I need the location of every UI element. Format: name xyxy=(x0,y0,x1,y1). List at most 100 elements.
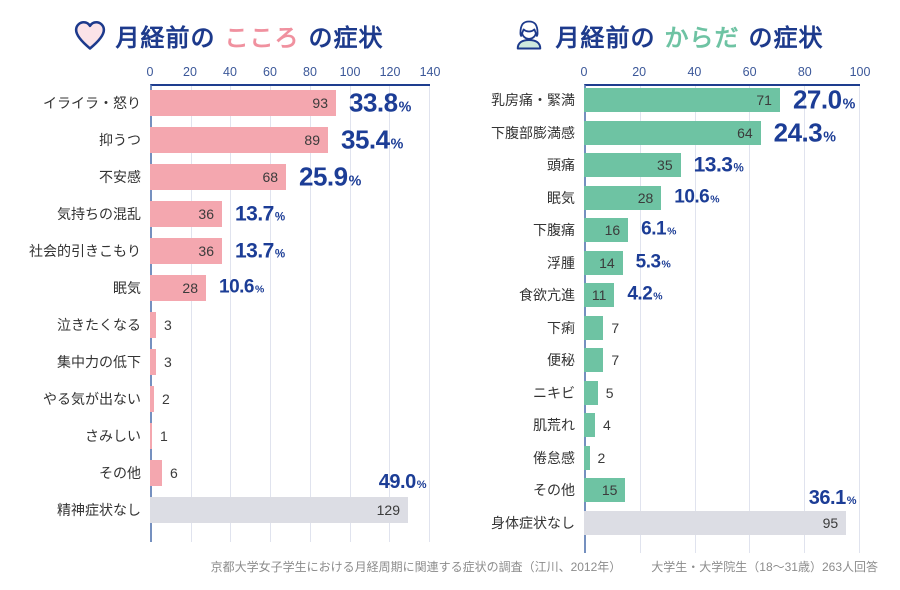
symptom-bar xyxy=(150,237,222,264)
chart-kokoro: 月経前の こころ の症状 0 20 40 60 80 100 120 140 イライラ・怒り 93 3… xyxy=(26,12,441,542)
symptom-bar xyxy=(150,311,156,338)
rows: 乳房痛・緊満 71 27.0% 下腹部膨満感 64 24.3% 頭痛 35 13.3% 眠気 28 1… xyxy=(474,84,860,539)
gridline xyxy=(859,86,860,553)
percent-label: 10.6% xyxy=(674,186,720,208)
bar-track: 36 13.7% xyxy=(150,232,430,269)
source-study: 京都大学女子学生における月経周期に関連する症状の調査（江川、2012年） xyxy=(210,560,622,574)
x-axis: 0 20 40 60 80 100 xyxy=(581,58,871,84)
symptom-bar xyxy=(584,283,615,308)
bar-track: 129 49.0% xyxy=(150,471,430,528)
percent-label: 36.1% xyxy=(808,486,857,509)
category-label: 肌荒れ xyxy=(533,417,575,434)
symptom-bar xyxy=(584,315,604,340)
rows: イライラ・怒り 93 33.8% 抑うつ 89 35.4% 不安感 68 25.9% 気持ちの混乱… xyxy=(26,84,430,528)
axis-tick-label: 20 xyxy=(183,65,197,79)
symptom-bar xyxy=(150,422,152,449)
bar-row: さみしい 1 xyxy=(26,417,430,454)
value-label: 35 xyxy=(657,157,673,174)
bar-row: やる気が出ない 2 xyxy=(26,380,430,417)
symptom-bar xyxy=(150,89,336,116)
plot-area: 乳房痛・緊満 71 27.0% 下腹部膨満感 64 24.3% 頭痛 35 13.3% 眠気 28 1… xyxy=(474,84,860,553)
category-label: 食欲亢進 xyxy=(519,287,575,304)
symptom-bar xyxy=(150,126,328,153)
chart-title-prefix: 月経前の xyxy=(115,24,216,52)
symptom-bar xyxy=(584,88,780,113)
bar-row: 肌荒れ 4 xyxy=(474,409,860,442)
symptom-bar xyxy=(584,153,681,178)
symptom-bar xyxy=(584,218,629,243)
category-label: 倦怠感 xyxy=(533,449,575,466)
bar-row: 眠気 28 10.6% xyxy=(26,269,430,306)
bar-row: 身体症状なし 95 36.1% xyxy=(474,487,860,540)
bar-track: 1 xyxy=(150,417,430,454)
gridline xyxy=(349,86,351,542)
percent-label: 4.2% xyxy=(627,283,663,305)
bar-row: 浮腫 14 5.3% xyxy=(474,247,860,280)
x-axis: 0 20 40 60 80 100 120 140 xyxy=(147,58,441,84)
bar-track: 3 xyxy=(150,343,430,380)
symptom-bar xyxy=(584,413,596,438)
category-label: その他 xyxy=(533,482,575,499)
bar-track: 36 13.7% xyxy=(150,195,430,232)
category-label: 便秘 xyxy=(547,352,575,369)
bar-row: 頭痛 35 13.3% xyxy=(474,149,860,182)
bar-row: 下痢 7 xyxy=(474,312,860,345)
bar-track: 35 13.3% xyxy=(584,149,860,182)
bar-track: 6 xyxy=(150,454,430,491)
value-label: 1 xyxy=(160,427,168,444)
percent-label: 35.4% xyxy=(341,124,403,155)
bar-row: 乳房痛・緊満 71 27.0% xyxy=(474,84,860,117)
axis-tick-label: 100 xyxy=(339,65,361,79)
bar-track: 95 36.1% xyxy=(584,487,860,540)
category-label: 乳房痛・緊満 xyxy=(491,92,575,109)
axis-tick-label: 60 xyxy=(742,65,757,79)
category-label: 気持ちの混乱 xyxy=(57,205,141,222)
category-label: さみしい xyxy=(85,427,141,444)
percent-label: 27.0% xyxy=(792,84,855,115)
value-label: 4 xyxy=(603,417,611,434)
value-label: 28 xyxy=(182,279,198,296)
value-label: 7 xyxy=(611,319,620,336)
category-label: ニキビ xyxy=(533,384,575,401)
axis-tick-label: 60 xyxy=(263,65,277,79)
bar-row: 集中力の低下 3 xyxy=(26,343,430,380)
bar-track: 68 25.9% xyxy=(150,158,430,195)
value-label: 16 xyxy=(604,222,621,239)
symptom-bar xyxy=(150,274,206,301)
axis-tick-label: 40 xyxy=(223,65,237,79)
bar-row: 倦怠感 2 xyxy=(474,442,860,475)
bar-track: 28 10.6% xyxy=(584,182,860,215)
value-label: 93 xyxy=(312,94,328,111)
value-label: 2 xyxy=(597,449,606,466)
woman-icon xyxy=(516,20,541,50)
percent-label: 13.3% xyxy=(693,153,744,177)
value-label: 36 xyxy=(198,242,214,259)
no-symptom-bar xyxy=(150,496,408,523)
axis-tick-label: 40 xyxy=(687,65,702,79)
category-label: 頭痛 xyxy=(547,157,575,174)
bar-track: 4 xyxy=(584,409,860,442)
value-label: 6 xyxy=(170,464,178,481)
value-label: 3 xyxy=(164,316,172,333)
percent-label: 5.3% xyxy=(635,251,671,273)
category-label: 浮腫 xyxy=(547,254,575,271)
gridline xyxy=(804,86,806,553)
percent-label: 49.0% xyxy=(378,471,427,493)
gridline xyxy=(270,86,272,542)
bar-track: 2 xyxy=(150,380,430,417)
symptom-bar xyxy=(584,250,623,275)
bar-track: 64 24.3% xyxy=(584,117,860,150)
value-label: 129 xyxy=(376,501,400,518)
axis-tick-label: 80 xyxy=(797,65,812,79)
axis-tick-label: 80 xyxy=(303,65,317,79)
bar-row: 気持ちの混乱 36 13.7% xyxy=(26,195,430,232)
bar-row: 下腹痛 16 6.1% xyxy=(474,214,860,247)
value-label: 36 xyxy=(198,205,214,222)
gridline xyxy=(230,86,232,542)
bar-track: 89 35.4% xyxy=(150,121,430,158)
value-label: 14 xyxy=(599,254,615,271)
category-label: その他 xyxy=(99,464,141,481)
bar-track: 93 33.8% xyxy=(150,84,430,121)
category-label: やる気が出ない xyxy=(43,390,141,407)
bar-track: 2 xyxy=(584,442,860,475)
